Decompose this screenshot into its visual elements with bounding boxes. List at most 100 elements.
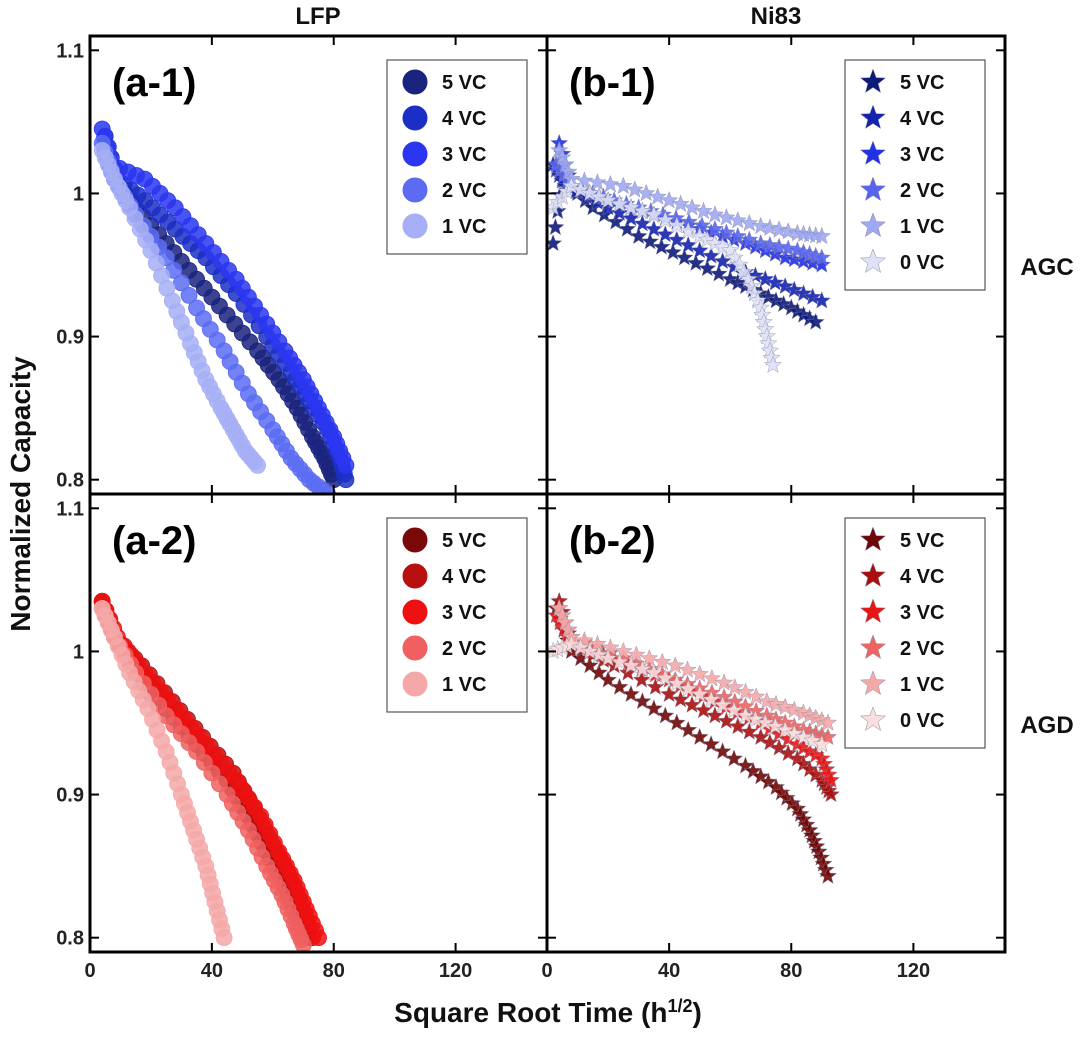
x-tick-label-b2-0: 0 xyxy=(541,960,552,982)
data-point-b1-s4-p3 xyxy=(559,162,578,180)
data-point-b1-s5-p13 xyxy=(656,210,675,229)
y-tick-label-a1-0: 0.8 xyxy=(56,470,84,492)
data-point-b2-s0-p7 xyxy=(589,663,609,681)
column-title-lfp: LFP xyxy=(295,3,340,30)
data-point-b2-s0-p20 xyxy=(736,756,755,774)
data-point-b1-s0-p11 xyxy=(618,219,637,237)
data-point-a1-s2-p44 xyxy=(337,456,355,474)
data-point-b1-s4-p23 xyxy=(779,222,798,240)
data-point-b1-s0-p13 xyxy=(640,232,660,250)
x-axis-title: Square Root Time (h1/2) xyxy=(394,996,702,1028)
data-point-b2-s5-p22 xyxy=(756,713,775,731)
legend-box-b1 xyxy=(844,59,986,291)
data-point-b2-s1-p21 xyxy=(760,733,780,751)
data-point-b1-s1-p27 xyxy=(803,287,822,305)
data-point-b1-s4-p14 xyxy=(682,198,702,216)
data-point-b1-s3-p21 xyxy=(760,235,780,254)
data-point-b2-s0-p23 xyxy=(759,772,778,790)
data-point-b1-s2-p26 xyxy=(794,251,813,270)
data-point-b2-s5-p19 xyxy=(724,700,744,719)
data-point-b2-s3-p28 xyxy=(818,727,838,746)
data-point-b1-s0-p10 xyxy=(606,212,625,230)
data-point-a1-s1-p44 xyxy=(337,471,355,489)
data-point-b1-s4-p8 xyxy=(614,176,633,195)
y-tick-label-a1-1: 0.9 xyxy=(56,327,84,349)
data-point-b1-s3-p28 xyxy=(812,248,831,266)
data-point-b2-s1-p20 xyxy=(751,727,770,746)
data-point-b1-s4-p13 xyxy=(671,194,690,212)
legend-box-b2 xyxy=(844,517,986,749)
data-point-b1-s1-p23 xyxy=(766,273,785,291)
legend-marker-a2-4 xyxy=(402,671,428,697)
data-point-b1-s2-p28 xyxy=(812,255,831,273)
x-tick-label-a2-2: 80 xyxy=(323,960,345,982)
legend-label-a2-1: 4 VC xyxy=(442,566,486,588)
data-point-b2-s5-p16 xyxy=(690,684,709,703)
data-point-b2-s5-p13 xyxy=(656,668,675,687)
data-point-b2-s0-p12 xyxy=(644,699,663,717)
data-point-b1-s5-p5 xyxy=(571,180,590,198)
data-point-b2-s4-p15 xyxy=(702,669,721,687)
legend-label-a1-2: 3 VC xyxy=(442,144,486,166)
legend-marker-b2-0 xyxy=(859,526,887,552)
legend-label-a2-2: 3 VC xyxy=(442,602,486,624)
data-point-b1-s4-p15 xyxy=(694,201,713,220)
data-point-b1-s0-p17 xyxy=(686,253,705,271)
data-point-b1-s4-p9 xyxy=(625,180,644,198)
legend-marker-a1-0 xyxy=(402,69,428,95)
data-point-b2-s0-p10 xyxy=(621,684,641,703)
data-point-b1-s1-p8 xyxy=(598,198,618,216)
data-point-b2-s4-p9 xyxy=(627,645,646,663)
x-tick-label-a2-1: 40 xyxy=(201,960,223,982)
data-point-b1-s4-p16 xyxy=(705,205,725,223)
legend-label-b2-1: 4 VC xyxy=(900,566,944,588)
data-point-b2-s5-p10 xyxy=(621,656,641,674)
data-point-b1-s5-p22 xyxy=(730,255,749,273)
data-point-b1-s3-p23 xyxy=(779,239,798,257)
data-point-b1-s5-p25 xyxy=(742,276,761,295)
data-point-b1-s4-p11 xyxy=(648,187,667,205)
data-point-b1-s5-p15 xyxy=(679,221,698,239)
data-point-a1-s3-p14 xyxy=(172,274,190,292)
data-point-b1-s5-p6 xyxy=(580,183,599,202)
data-point-b2-s4-p13 xyxy=(678,660,697,678)
data-point-b2-s5-p18 xyxy=(713,695,732,713)
data-point-b1-s4-p12 xyxy=(660,191,679,209)
data-point-b2-s4-p22 xyxy=(776,697,795,715)
data-point-b1-s3-p16 xyxy=(705,219,725,237)
data-point-b1-s5-p9 xyxy=(610,194,629,212)
data-point-b1-s5-p19 xyxy=(713,237,732,255)
legend-label-a1-4: 1 VC xyxy=(442,216,486,238)
data-point-a1-s3-p40 xyxy=(319,485,336,494)
legend-label-a2-3: 2 VC xyxy=(442,638,486,660)
data-point-b2-s5-p8 xyxy=(598,649,618,667)
data-point-b1-s1-p18 xyxy=(713,251,732,270)
data-point-b2-s0-p19 xyxy=(724,749,744,767)
data-point-b1-s0-p15 xyxy=(663,242,683,261)
panel-label-b1: (b-1) xyxy=(569,61,656,105)
data-point-b1-s1-p22 xyxy=(756,269,775,288)
data-point-b1-s5-p12 xyxy=(644,205,663,223)
data-point-b2-s5-p28 xyxy=(812,734,831,753)
plot-area-a1 xyxy=(93,120,355,494)
data-point-b1-s5-p24 xyxy=(739,269,758,288)
row-title-agc: AGC xyxy=(1020,254,1073,281)
data-point-b1-s0-p0 xyxy=(547,233,563,252)
legend-marker-b1-0 xyxy=(859,68,887,94)
data-point-b2-s5-p21 xyxy=(746,709,765,728)
panel-label-a1: (a-1) xyxy=(112,61,196,105)
data-point-b1-s1-p9 xyxy=(610,203,629,221)
data-point-b1-s4-p21 xyxy=(760,218,780,236)
data-point-b2-s4-p12 xyxy=(666,656,685,674)
data-point-b1-s0-p14 xyxy=(652,237,671,255)
data-point-b2-s5-p15 xyxy=(679,679,698,697)
data-point-b2-s4-p0 xyxy=(550,598,569,617)
data-point-b1-s5-p8 xyxy=(598,191,618,209)
data-point-b2-s0-p9 xyxy=(610,677,629,695)
data-point-b1-s3-p18 xyxy=(728,226,747,245)
y-tick-label-a1-2: 1 xyxy=(73,183,84,205)
data-point-b2-s4-p14 xyxy=(690,664,709,683)
legend-marker-b2-3 xyxy=(859,634,887,660)
data-point-b2-s0-p13 xyxy=(656,706,675,724)
